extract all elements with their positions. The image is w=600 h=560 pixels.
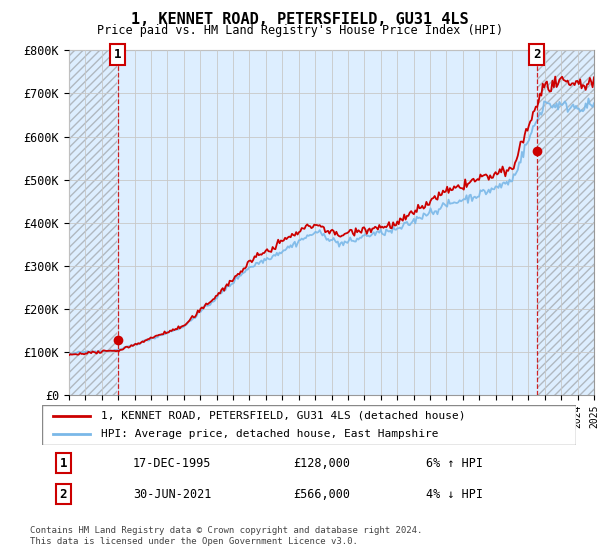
- Text: 2: 2: [533, 48, 541, 61]
- Text: 1, KENNET ROAD, PETERSFIELD, GU31 4LS (detached house): 1, KENNET ROAD, PETERSFIELD, GU31 4LS (d…: [101, 411, 465, 421]
- Text: 6% ↑ HPI: 6% ↑ HPI: [427, 456, 484, 470]
- Text: £566,000: £566,000: [293, 488, 350, 501]
- FancyBboxPatch shape: [42, 405, 576, 445]
- Text: 1: 1: [59, 456, 67, 470]
- Text: 4% ↓ HPI: 4% ↓ HPI: [427, 488, 484, 501]
- Text: 17-DEC-1995: 17-DEC-1995: [133, 456, 211, 470]
- Text: 2: 2: [59, 488, 67, 501]
- Text: 30-JUN-2021: 30-JUN-2021: [133, 488, 211, 501]
- Text: Price paid vs. HM Land Registry's House Price Index (HPI): Price paid vs. HM Land Registry's House …: [97, 24, 503, 36]
- Text: £128,000: £128,000: [293, 456, 350, 470]
- Text: Contains HM Land Registry data © Crown copyright and database right 2024.
This d: Contains HM Land Registry data © Crown c…: [30, 526, 422, 546]
- Text: 1: 1: [114, 48, 121, 61]
- Text: 1, KENNET ROAD, PETERSFIELD, GU31 4LS: 1, KENNET ROAD, PETERSFIELD, GU31 4LS: [131, 12, 469, 27]
- Text: HPI: Average price, detached house, East Hampshire: HPI: Average price, detached house, East…: [101, 430, 438, 439]
